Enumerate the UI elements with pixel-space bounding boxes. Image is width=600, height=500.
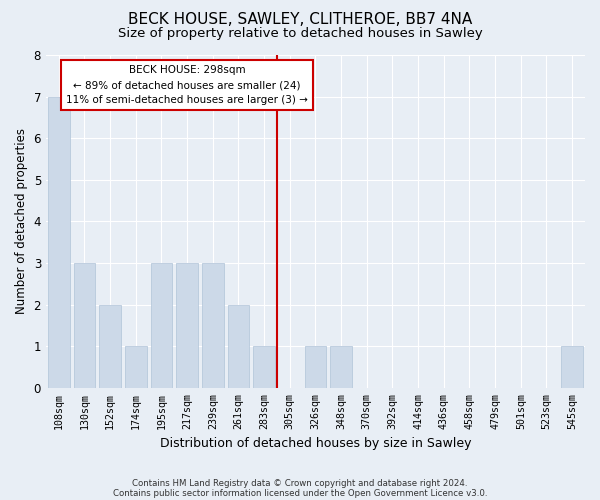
Bar [305, 346, 326, 388]
Text: Contains HM Land Registry data © Crown copyright and database right 2024.: Contains HM Land Registry data © Crown c… [132, 478, 468, 488]
Bar [561, 346, 583, 388]
X-axis label: Distribution of detached houses by size in Sawley: Distribution of detached houses by size … [160, 437, 471, 450]
Bar [227, 304, 250, 388]
Bar [74, 263, 95, 388]
Text: BECK HOUSE, SAWLEY, CLITHEROE, BB7 4NA: BECK HOUSE, SAWLEY, CLITHEROE, BB7 4NA [128, 12, 472, 28]
Bar [176, 263, 198, 388]
Text: BECK HOUSE: 298sqm
← 89% of detached houses are smaller (24)
11% of semi-detache: BECK HOUSE: 298sqm ← 89% of detached hou… [66, 66, 308, 105]
Bar [48, 96, 70, 388]
Text: Size of property relative to detached houses in Sawley: Size of property relative to detached ho… [118, 28, 482, 40]
Bar [202, 263, 224, 388]
Text: Contains public sector information licensed under the Open Government Licence v3: Contains public sector information licen… [113, 488, 487, 498]
Bar [151, 263, 172, 388]
Bar [125, 346, 146, 388]
Y-axis label: Number of detached properties: Number of detached properties [15, 128, 28, 314]
Bar [253, 346, 275, 388]
Bar [330, 346, 352, 388]
Bar [99, 304, 121, 388]
